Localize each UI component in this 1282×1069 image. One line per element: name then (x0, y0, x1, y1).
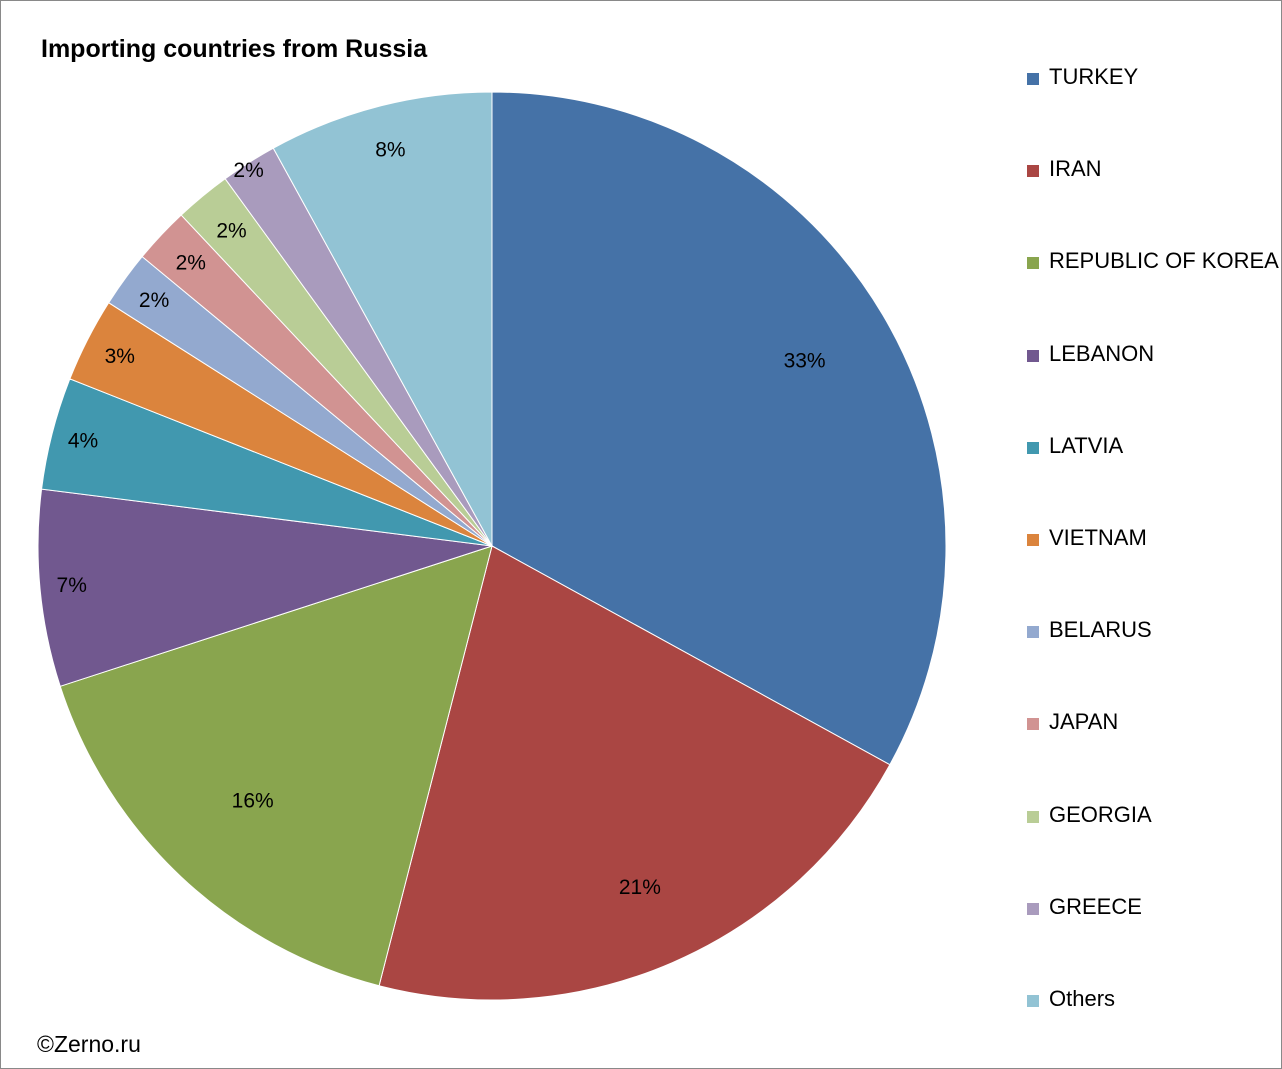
legend-label: REPUBLIC OF KOREA (1049, 248, 1279, 274)
data-label-lebanon: 7% (57, 574, 87, 597)
pie-slice-others (272, 91, 493, 547)
data-label-japan: 2% (176, 252, 206, 275)
data-label-latvia: 4% (68, 430, 98, 453)
legend-swatch (1027, 810, 1039, 823)
legend-swatch (1027, 626, 1039, 639)
data-label-turkey: 33% (784, 350, 826, 373)
data-label-greece: 2% (233, 159, 263, 182)
legend-swatch (1027, 994, 1039, 1007)
legend-swatch (1027, 73, 1039, 85)
data-label-others: 8% (375, 139, 405, 162)
legend-swatch (1027, 349, 1039, 362)
pie-slice-turkey (491, 91, 947, 766)
legend-label: JAPAN (1049, 709, 1119, 735)
data-label-belarus: 2% (139, 289, 169, 312)
data-label-republic-of-korea: 16% (232, 789, 274, 812)
data-label-georgia: 2% (216, 220, 246, 243)
pie-slices (37, 91, 947, 1001)
legend-swatch (1027, 533, 1039, 546)
legend-swatch (1027, 165, 1039, 178)
legend-swatch (1027, 902, 1039, 915)
pie-slice-lebanon (37, 488, 493, 687)
chart-title: Importing countries from Russia (41, 35, 428, 63)
legend-label: TURKEY (1049, 64, 1139, 89)
legend-label: GEORGIA (1049, 801, 1152, 827)
pie-slice-iran (378, 545, 891, 1001)
legend-label: IRAN (1049, 156, 1102, 182)
pie-data-labels: 33% 21% 16% 7% 4% 3% 2% 2% 2% 2% 8% (57, 139, 826, 900)
legend-swatch (1027, 441, 1039, 454)
legend-swatch (1027, 718, 1039, 731)
legend-label: BELARUS (1049, 617, 1152, 643)
legend-label: VIETNAM (1049, 524, 1147, 550)
copyright-text: ©Zerno.ru (37, 1031, 141, 1057)
data-label-iran: 21% (619, 876, 661, 899)
legend-swatch (1027, 257, 1039, 270)
legend-label: LEBANON (1049, 340, 1155, 366)
legend-label: Others (1049, 985, 1116, 1011)
pie-slice-republic-of-korea (59, 545, 493, 987)
data-label-vietnam: 3% (105, 345, 135, 368)
legend-label: GREECE (1049, 893, 1142, 919)
legend-label: LATVIA (1049, 432, 1124, 458)
